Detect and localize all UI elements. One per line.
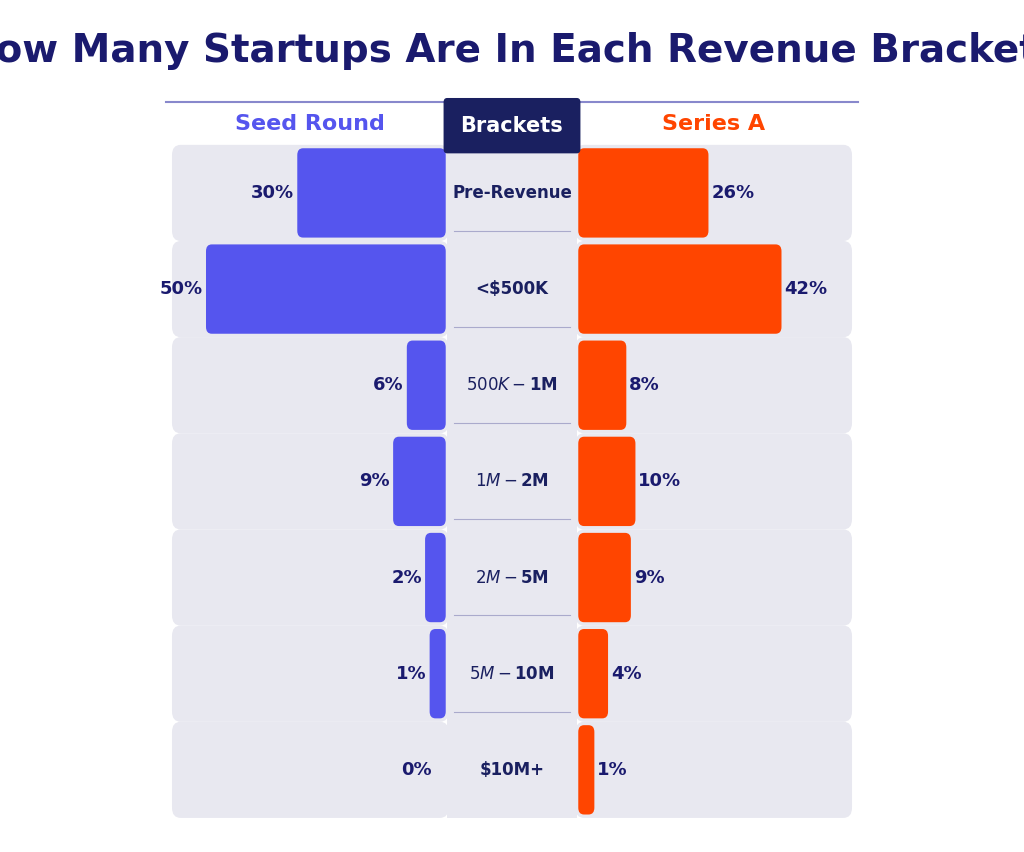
FancyBboxPatch shape xyxy=(575,434,852,529)
Text: Seed Round: Seed Round xyxy=(236,113,385,134)
Text: 42%: 42% xyxy=(784,280,827,298)
FancyBboxPatch shape xyxy=(575,529,852,625)
Text: 30%: 30% xyxy=(251,184,294,202)
Text: 26%: 26% xyxy=(712,184,755,202)
Text: $500K-$1M: $500K-$1M xyxy=(466,377,558,394)
Text: Brackets: Brackets xyxy=(461,116,563,135)
FancyBboxPatch shape xyxy=(172,434,449,529)
FancyBboxPatch shape xyxy=(575,145,852,241)
Text: 2%: 2% xyxy=(391,568,422,586)
Text: $10M+: $10M+ xyxy=(479,761,545,779)
FancyBboxPatch shape xyxy=(579,725,594,815)
FancyBboxPatch shape xyxy=(575,722,852,818)
FancyBboxPatch shape xyxy=(172,337,449,434)
FancyBboxPatch shape xyxy=(425,532,445,622)
Text: 0%: 0% xyxy=(400,761,431,779)
FancyBboxPatch shape xyxy=(407,341,445,430)
FancyBboxPatch shape xyxy=(393,437,445,526)
FancyBboxPatch shape xyxy=(172,722,449,818)
Text: 4%: 4% xyxy=(611,665,642,682)
FancyBboxPatch shape xyxy=(206,245,445,334)
Text: 6%: 6% xyxy=(374,377,403,394)
FancyBboxPatch shape xyxy=(172,625,449,722)
FancyBboxPatch shape xyxy=(579,437,636,526)
FancyBboxPatch shape xyxy=(447,141,577,818)
FancyBboxPatch shape xyxy=(172,241,449,337)
Text: $1M-$2M: $1M-$2M xyxy=(475,472,549,491)
Text: <$500K: <$500K xyxy=(475,280,549,298)
Text: 50%: 50% xyxy=(160,280,203,298)
FancyBboxPatch shape xyxy=(297,148,445,238)
FancyBboxPatch shape xyxy=(430,629,445,718)
Text: How Many Startups Are In Each Revenue Bracket?: How Many Startups Are In Each Revenue Br… xyxy=(0,32,1024,70)
FancyBboxPatch shape xyxy=(575,241,852,337)
Text: 1%: 1% xyxy=(396,665,427,682)
Text: $5M-$10M: $5M-$10M xyxy=(469,665,555,682)
FancyBboxPatch shape xyxy=(579,629,608,718)
Text: 10%: 10% xyxy=(638,472,681,491)
FancyBboxPatch shape xyxy=(579,245,781,334)
Text: $2M-$5M: $2M-$5M xyxy=(475,568,549,586)
Text: 8%: 8% xyxy=(629,377,659,394)
FancyBboxPatch shape xyxy=(579,532,631,622)
Text: 1%: 1% xyxy=(597,761,628,779)
Text: 9%: 9% xyxy=(359,472,390,491)
FancyBboxPatch shape xyxy=(579,148,709,238)
FancyBboxPatch shape xyxy=(172,145,449,241)
Text: Pre-Revenue: Pre-Revenue xyxy=(452,184,572,202)
FancyBboxPatch shape xyxy=(575,625,852,722)
FancyBboxPatch shape xyxy=(575,337,852,434)
Text: 9%: 9% xyxy=(634,568,665,586)
FancyBboxPatch shape xyxy=(443,98,581,153)
Text: Series A: Series A xyxy=(663,113,765,134)
FancyBboxPatch shape xyxy=(579,341,627,430)
FancyBboxPatch shape xyxy=(172,529,449,625)
